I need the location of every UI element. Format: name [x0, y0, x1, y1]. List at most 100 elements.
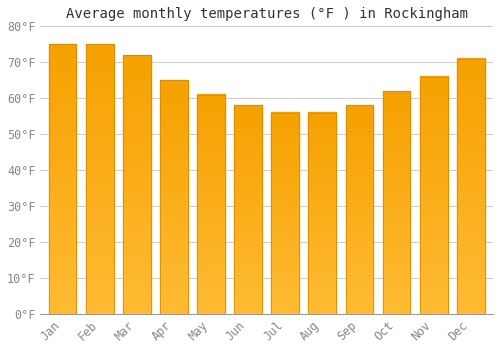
Bar — [86, 265, 114, 271]
Bar — [346, 209, 374, 214]
Bar — [197, 103, 225, 108]
Bar — [346, 105, 374, 110]
Bar — [160, 122, 188, 127]
Bar — [197, 257, 225, 261]
Bar — [160, 225, 188, 230]
Bar — [308, 145, 336, 149]
Bar — [86, 98, 114, 104]
Bar — [457, 94, 484, 99]
Bar — [197, 222, 225, 226]
Bar — [86, 130, 114, 136]
Bar — [123, 267, 150, 272]
Bar — [160, 155, 188, 160]
Bar — [308, 193, 336, 197]
Bar — [234, 130, 262, 134]
Bar — [382, 233, 410, 238]
Bar — [346, 305, 374, 310]
Bar — [272, 265, 299, 270]
Bar — [272, 237, 299, 241]
Bar — [272, 185, 299, 189]
Bar — [272, 285, 299, 290]
Bar — [160, 295, 188, 300]
Bar — [197, 182, 225, 187]
Bar — [382, 140, 410, 145]
Bar — [48, 119, 76, 125]
Bar — [272, 120, 299, 125]
Bar — [420, 162, 448, 167]
Bar — [48, 179, 76, 184]
Bar — [123, 86, 150, 91]
Bar — [123, 174, 150, 179]
Bar — [272, 245, 299, 250]
Bar — [86, 44, 114, 50]
Bar — [160, 309, 188, 314]
Bar — [308, 285, 336, 290]
Bar — [308, 205, 336, 209]
Bar — [308, 221, 336, 225]
Bar — [234, 234, 262, 239]
Bar — [160, 150, 188, 155]
Bar — [420, 128, 448, 134]
Bar — [420, 299, 448, 304]
Bar — [308, 177, 336, 181]
Bar — [457, 59, 484, 314]
Bar — [457, 242, 484, 247]
Bar — [420, 114, 448, 119]
Bar — [160, 178, 188, 183]
Bar — [123, 127, 150, 133]
Bar — [234, 293, 262, 297]
Bar — [48, 71, 76, 77]
Bar — [382, 304, 410, 309]
Bar — [48, 243, 76, 249]
Bar — [272, 301, 299, 306]
Bar — [382, 291, 410, 296]
Bar — [197, 234, 225, 239]
Bar — [457, 201, 484, 207]
Bar — [272, 197, 299, 201]
Bar — [346, 226, 374, 231]
Bar — [48, 108, 76, 114]
Bar — [382, 189, 410, 194]
Bar — [197, 151, 225, 156]
Bar — [382, 224, 410, 229]
Bar — [123, 148, 150, 153]
Bar — [382, 99, 410, 104]
Bar — [457, 125, 484, 130]
Bar — [86, 152, 114, 158]
Bar — [457, 278, 484, 283]
Bar — [160, 103, 188, 108]
Bar — [86, 76, 114, 82]
Bar — [346, 105, 374, 314]
Bar — [420, 252, 448, 257]
Bar — [272, 113, 299, 314]
Bar — [457, 99, 484, 105]
Bar — [382, 251, 410, 256]
Bar — [160, 211, 188, 216]
Bar — [382, 104, 410, 109]
Bar — [382, 91, 410, 96]
Bar — [346, 147, 374, 151]
Bar — [382, 220, 410, 225]
Bar — [272, 213, 299, 217]
Bar — [420, 214, 448, 219]
Bar — [48, 195, 76, 201]
Bar — [160, 239, 188, 244]
Bar — [123, 225, 150, 231]
Bar — [123, 169, 150, 174]
Bar — [123, 236, 150, 241]
Bar — [308, 140, 336, 145]
Bar — [457, 150, 484, 156]
Bar — [420, 157, 448, 162]
Bar — [308, 112, 336, 117]
Bar — [234, 272, 262, 276]
Bar — [197, 213, 225, 217]
Bar — [197, 94, 225, 314]
Bar — [382, 229, 410, 234]
Bar — [160, 262, 188, 267]
Bar — [382, 269, 410, 274]
Bar — [382, 296, 410, 301]
Bar — [123, 272, 150, 278]
Bar — [197, 292, 225, 296]
Bar — [346, 130, 374, 134]
Bar — [234, 197, 262, 201]
